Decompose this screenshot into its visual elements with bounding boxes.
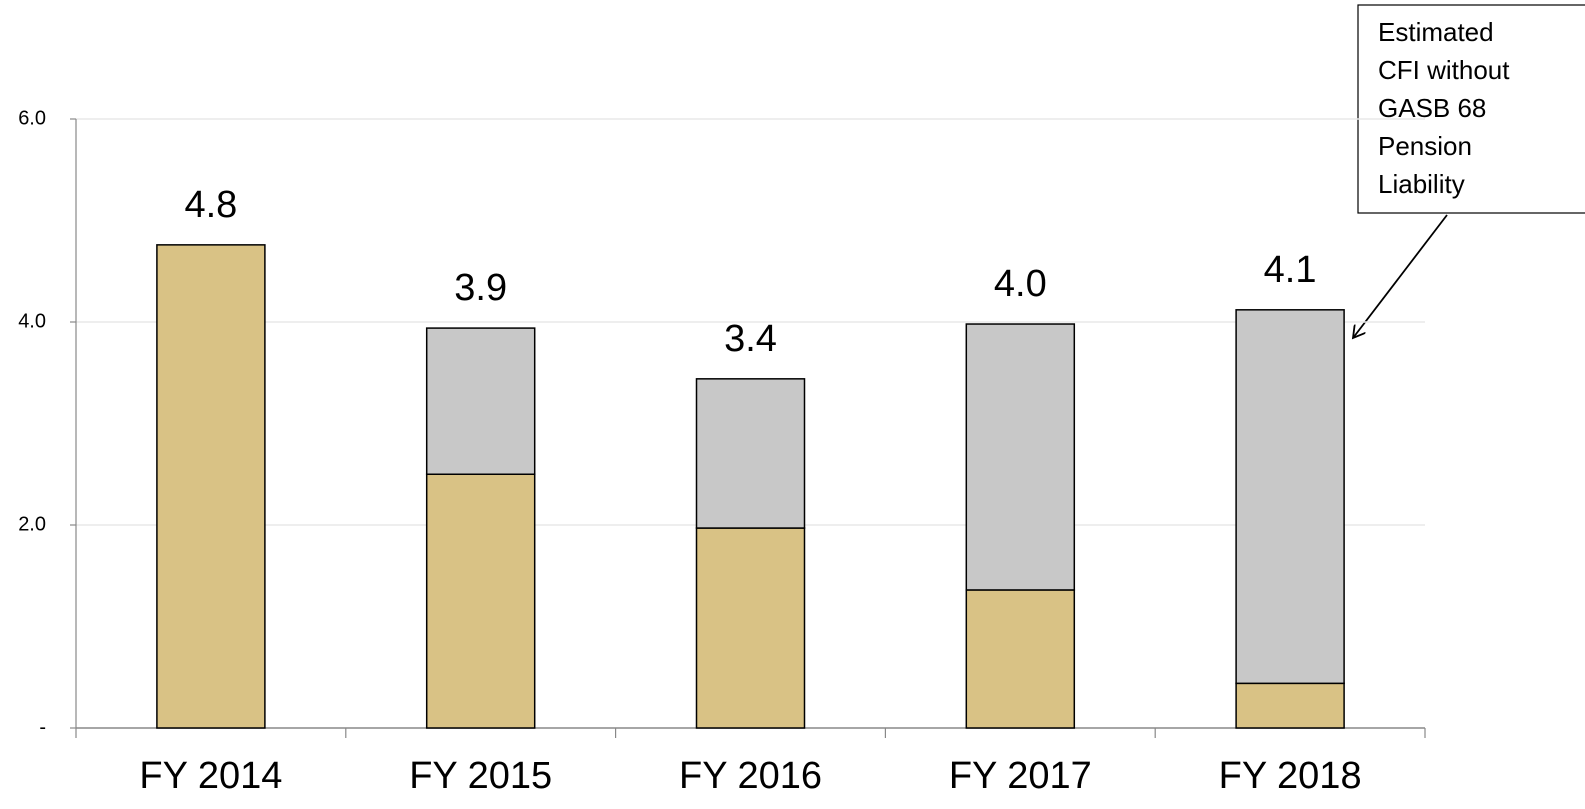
bar-segment (965, 589, 1076, 729)
annotation-box (1357, 4, 1585, 214)
total-label: 4.0 (994, 263, 1047, 305)
bar-segment (156, 244, 266, 729)
total-label: 3.4 (724, 318, 777, 360)
x-tick-label: FY 2016 (679, 755, 822, 797)
bar-segment (695, 527, 806, 729)
x-tick-label: FY 2018 (1219, 755, 1362, 797)
y-tick-label: - (39, 716, 46, 738)
y-tick-label: 6.0 (18, 107, 46, 129)
y-tick-label: 4.0 (18, 310, 46, 332)
annotation-arrow (1353, 214, 1448, 338)
bar-segment (425, 473, 536, 729)
total-label: 4.8 (184, 184, 237, 226)
total-label: 4.1 (1264, 249, 1317, 291)
x-tick-label: FY 2017 (949, 755, 1092, 797)
x-tick-label: FY 2014 (139, 755, 282, 797)
annotation-text: Estimated (1378, 17, 1494, 47)
annotation-text: Pension (1378, 131, 1472, 161)
annotation-text: GASB 68 (1378, 93, 1486, 123)
annotation-text: Liability (1378, 169, 1465, 199)
bar-segment (425, 327, 536, 475)
x-tick-label: FY 2015 (409, 755, 552, 797)
total-label: 3.9 (454, 267, 507, 309)
bar-segment (965, 323, 1076, 591)
bar-segment (695, 378, 806, 529)
bar-segment (1235, 682, 1345, 729)
annotation-text: CFI without (1378, 55, 1510, 85)
bar-segment (1235, 309, 1345, 685)
y-tick-label: 2.0 (18, 513, 46, 535)
